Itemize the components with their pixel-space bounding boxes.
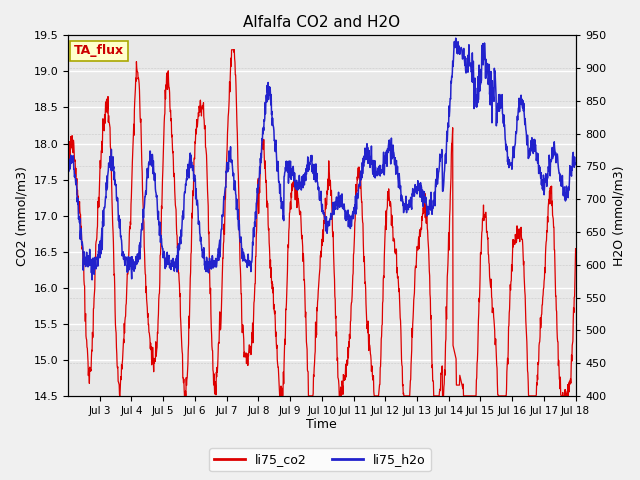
Legend: li75_co2, li75_h2o: li75_co2, li75_h2o: [209, 448, 431, 471]
Line: li75_h2o: li75_h2o: [68, 38, 575, 280]
li75_co2: [300, 258, 308, 264]
li75_co2: [228, 47, 236, 53]
li75_h2o: [300, 172, 307, 178]
li75_co2: [64, 183, 72, 189]
li75_co2: [291, 176, 298, 181]
li75_h2o: [88, 277, 96, 283]
Line: li75_co2: li75_co2: [68, 50, 575, 396]
Text: TA_flux: TA_flux: [74, 44, 124, 57]
li75_co2: [116, 393, 124, 399]
li75_h2o: [353, 194, 361, 200]
li75_co2: [104, 110, 111, 116]
Y-axis label: H2O (mmol/m3): H2O (mmol/m3): [612, 166, 625, 266]
li75_h2o: [452, 36, 460, 41]
li75_h2o: [124, 254, 132, 260]
li75_h2o: [572, 162, 579, 168]
li75_co2: [124, 263, 132, 269]
li75_h2o: [104, 173, 111, 179]
li75_h2o: [291, 178, 298, 184]
Y-axis label: CO2 (mmol/m3): CO2 (mmol/m3): [15, 166, 28, 265]
li75_co2: [354, 177, 362, 182]
li75_h2o: [64, 176, 72, 181]
li75_h2o: [280, 218, 287, 224]
li75_co2: [280, 361, 288, 367]
Title: Alfalfa CO2 and H2O: Alfalfa CO2 and H2O: [243, 15, 401, 30]
li75_co2: [572, 246, 579, 252]
X-axis label: Time: Time: [307, 419, 337, 432]
